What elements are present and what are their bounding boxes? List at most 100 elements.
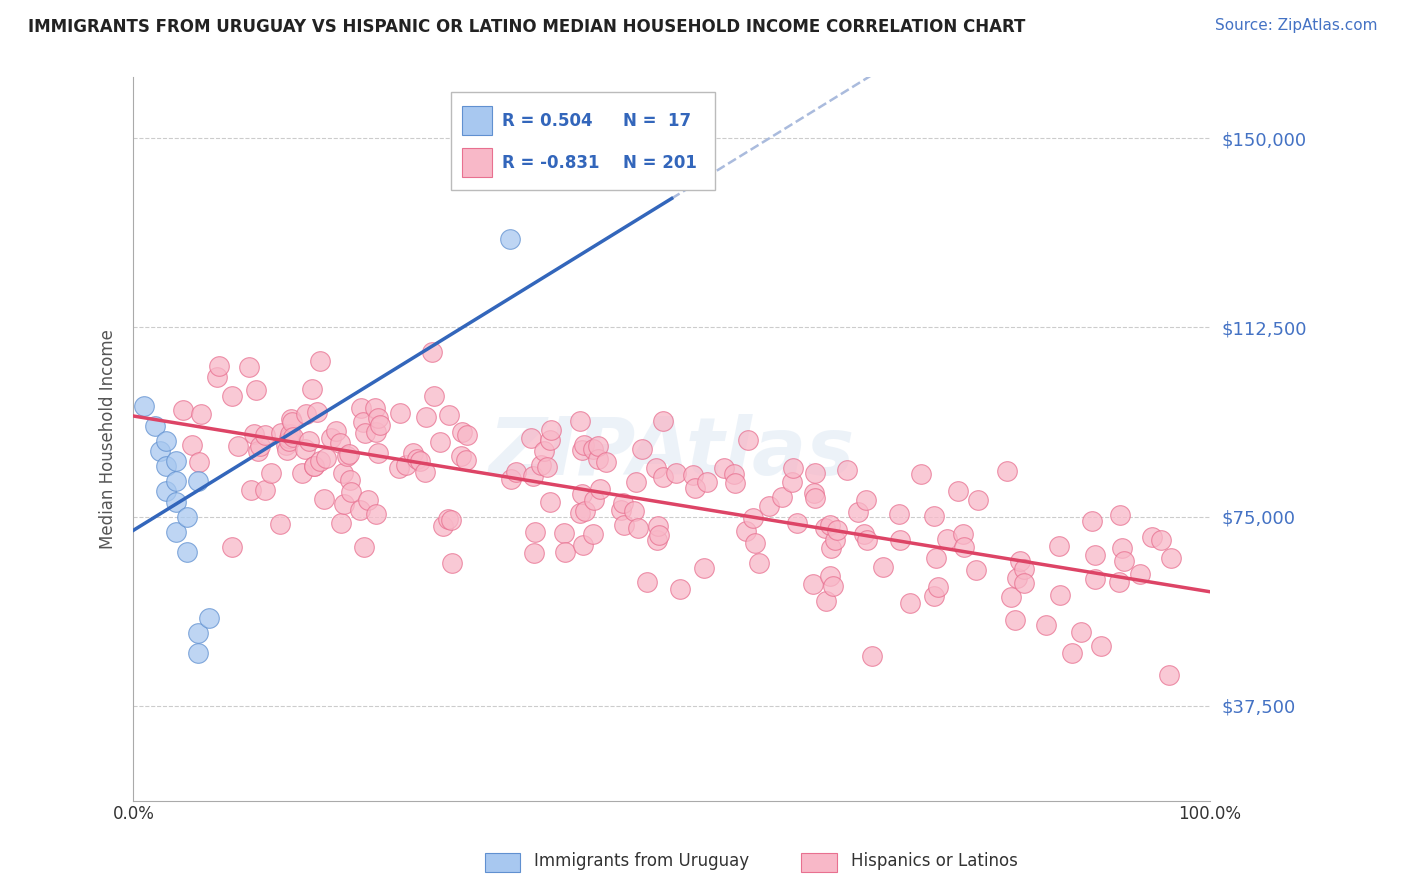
Point	[571, 487, 593, 501]
Point	[406, 452, 429, 467]
Point	[823, 579, 845, 593]
Point	[724, 475, 747, 490]
Point	[339, 473, 361, 487]
Point	[401, 446, 423, 460]
Point	[522, 469, 544, 483]
Point	[648, 528, 671, 542]
Point	[309, 354, 332, 368]
Text: ZIPAtlas: ZIPAtlas	[488, 415, 855, 492]
Point	[295, 407, 318, 421]
Point	[314, 491, 336, 506]
Point	[1004, 613, 1026, 627]
Point	[744, 536, 766, 550]
Point	[249, 439, 271, 453]
Point	[432, 519, 454, 533]
Point	[612, 496, 634, 510]
Point	[364, 507, 387, 521]
Point	[723, 467, 745, 481]
Point	[801, 577, 824, 591]
Point	[683, 481, 706, 495]
Point	[277, 431, 299, 445]
Point	[995, 464, 1018, 478]
Point	[366, 425, 388, 439]
Point	[176, 509, 198, 524]
Point	[1070, 625, 1092, 640]
Point	[533, 444, 555, 458]
Point	[350, 401, 373, 415]
Point	[538, 433, 561, 447]
Point	[368, 418, 391, 433]
Point	[1090, 639, 1112, 653]
Point	[395, 458, 418, 472]
Point	[329, 436, 352, 450]
Point	[786, 516, 808, 530]
Point	[613, 517, 636, 532]
Point	[827, 523, 849, 537]
Text: N = 201: N = 201	[623, 153, 697, 172]
Point	[780, 475, 803, 490]
Point	[228, 439, 250, 453]
Point	[631, 442, 654, 456]
Point	[946, 483, 969, 498]
Point	[651, 470, 673, 484]
Point	[451, 425, 474, 439]
Point	[910, 467, 932, 482]
Point	[520, 431, 543, 445]
Point	[269, 517, 291, 532]
Point	[748, 556, 770, 570]
Point	[325, 425, 347, 439]
Point	[582, 442, 605, 457]
Point	[221, 389, 243, 403]
FancyBboxPatch shape	[461, 106, 492, 136]
Point	[835, 463, 858, 477]
Point	[415, 409, 437, 424]
Point	[554, 545, 576, 559]
Point	[388, 406, 411, 420]
Point	[1114, 554, 1136, 568]
Point	[742, 511, 765, 525]
Y-axis label: Median Household Income: Median Household Income	[100, 329, 117, 549]
Point	[132, 399, 155, 413]
Text: R = -0.831: R = -0.831	[502, 153, 599, 172]
Point	[952, 526, 974, 541]
Point	[208, 359, 231, 374]
Point	[624, 475, 647, 489]
Text: Immigrants from Uruguay: Immigrants from Uruguay	[534, 852, 749, 870]
Point	[357, 492, 380, 507]
Point	[1109, 508, 1132, 523]
Point	[735, 524, 758, 538]
Point	[824, 533, 846, 548]
Point	[437, 408, 460, 422]
Point	[1035, 618, 1057, 632]
FancyBboxPatch shape	[451, 92, 714, 189]
Point	[636, 575, 658, 590]
Point	[364, 401, 387, 415]
Point	[349, 503, 371, 517]
Point	[965, 563, 987, 577]
Point	[280, 411, 302, 425]
Point	[302, 459, 325, 474]
Point	[499, 232, 522, 246]
Point	[804, 491, 827, 505]
Point	[238, 360, 260, 375]
Point	[1049, 589, 1071, 603]
Point	[332, 466, 354, 480]
Point	[429, 435, 451, 450]
Point	[291, 467, 314, 481]
Point	[298, 434, 321, 448]
Point	[1129, 566, 1152, 581]
Point	[1010, 554, 1032, 568]
Point	[889, 533, 911, 547]
Point	[815, 594, 838, 608]
Point	[165, 494, 187, 508]
Text: IMMIGRANTS FROM URUGUAY VS HISPANIC OR LATINO MEDIAN HOUSEHOLD INCOME CORRELATIO: IMMIGRANTS FROM URUGUAY VS HISPANIC OR L…	[28, 18, 1025, 36]
Point	[176, 545, 198, 559]
Text: R = 0.504: R = 0.504	[502, 112, 592, 130]
Point	[1084, 549, 1107, 563]
Point	[572, 538, 595, 552]
Point	[1140, 530, 1163, 544]
Point	[887, 508, 910, 522]
Point	[319, 431, 342, 445]
Point	[595, 455, 617, 469]
Point	[953, 540, 976, 554]
